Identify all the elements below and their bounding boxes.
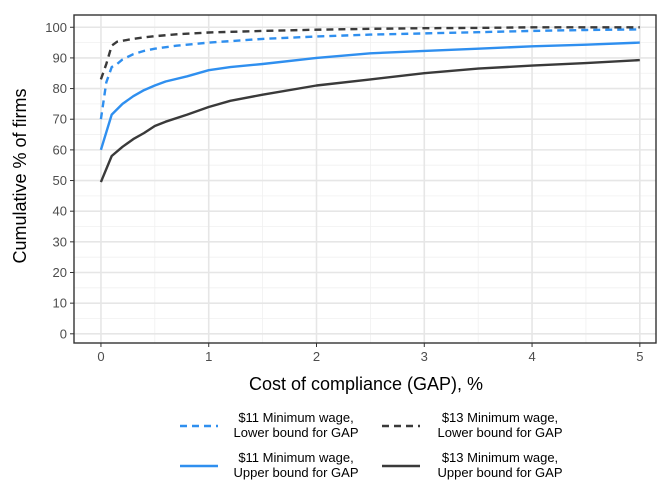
x-axis-title: Cost of compliance (GAP), % (249, 374, 483, 394)
x-tick-label: 5 (636, 349, 643, 364)
y-tick-label: 10 (53, 296, 67, 311)
series-line-3 (99, 41, 640, 151)
y-tick-label: 100 (45, 20, 67, 35)
y-tick-label: 40 (53, 204, 67, 219)
y-tick-label: 60 (53, 142, 67, 157)
legend-label-3: $11 Minimum wage, Upper bound for GAP (233, 450, 358, 480)
x-tick-label: 2 (313, 349, 320, 364)
legend-label-4: $13 Minimum wage, Upper bound for GAP (437, 450, 562, 480)
y-tick-label: 0 (60, 326, 67, 341)
grid (74, 15, 656, 343)
y-tick-label: 20 (53, 265, 67, 280)
y-axis-title: Cumulative % of firms (10, 88, 30, 263)
x-tick-label: 4 (528, 349, 535, 364)
panel-border (73, 14, 657, 344)
x-tick-label: 1 (205, 349, 212, 364)
series-line-2 (99, 26, 640, 80)
y-tick-label: 90 (53, 50, 67, 65)
legend: $11 Minimum wage, Lower bound for GAP $13 … (180, 410, 563, 480)
legend-label-2: $13 Minimum wage, Lower bound for GAP (437, 410, 562, 440)
y-tick-label: 50 (53, 173, 67, 188)
plot-background (74, 15, 656, 343)
y-tick-label: 70 (53, 112, 67, 127)
series-line-4 (99, 58, 640, 183)
y-tick-label: 30 (53, 234, 67, 249)
y-tick-label: 80 (53, 81, 67, 96)
legend-label-1: $11 Minimum wage, Lower bound for GAP (233, 410, 358, 440)
x-tick-label: 0 (97, 349, 104, 364)
plot-panel (74, 15, 656, 343)
series-lines (99, 26, 640, 183)
x-tick-label: 3 (421, 349, 428, 364)
series-line-1 (99, 28, 640, 120)
